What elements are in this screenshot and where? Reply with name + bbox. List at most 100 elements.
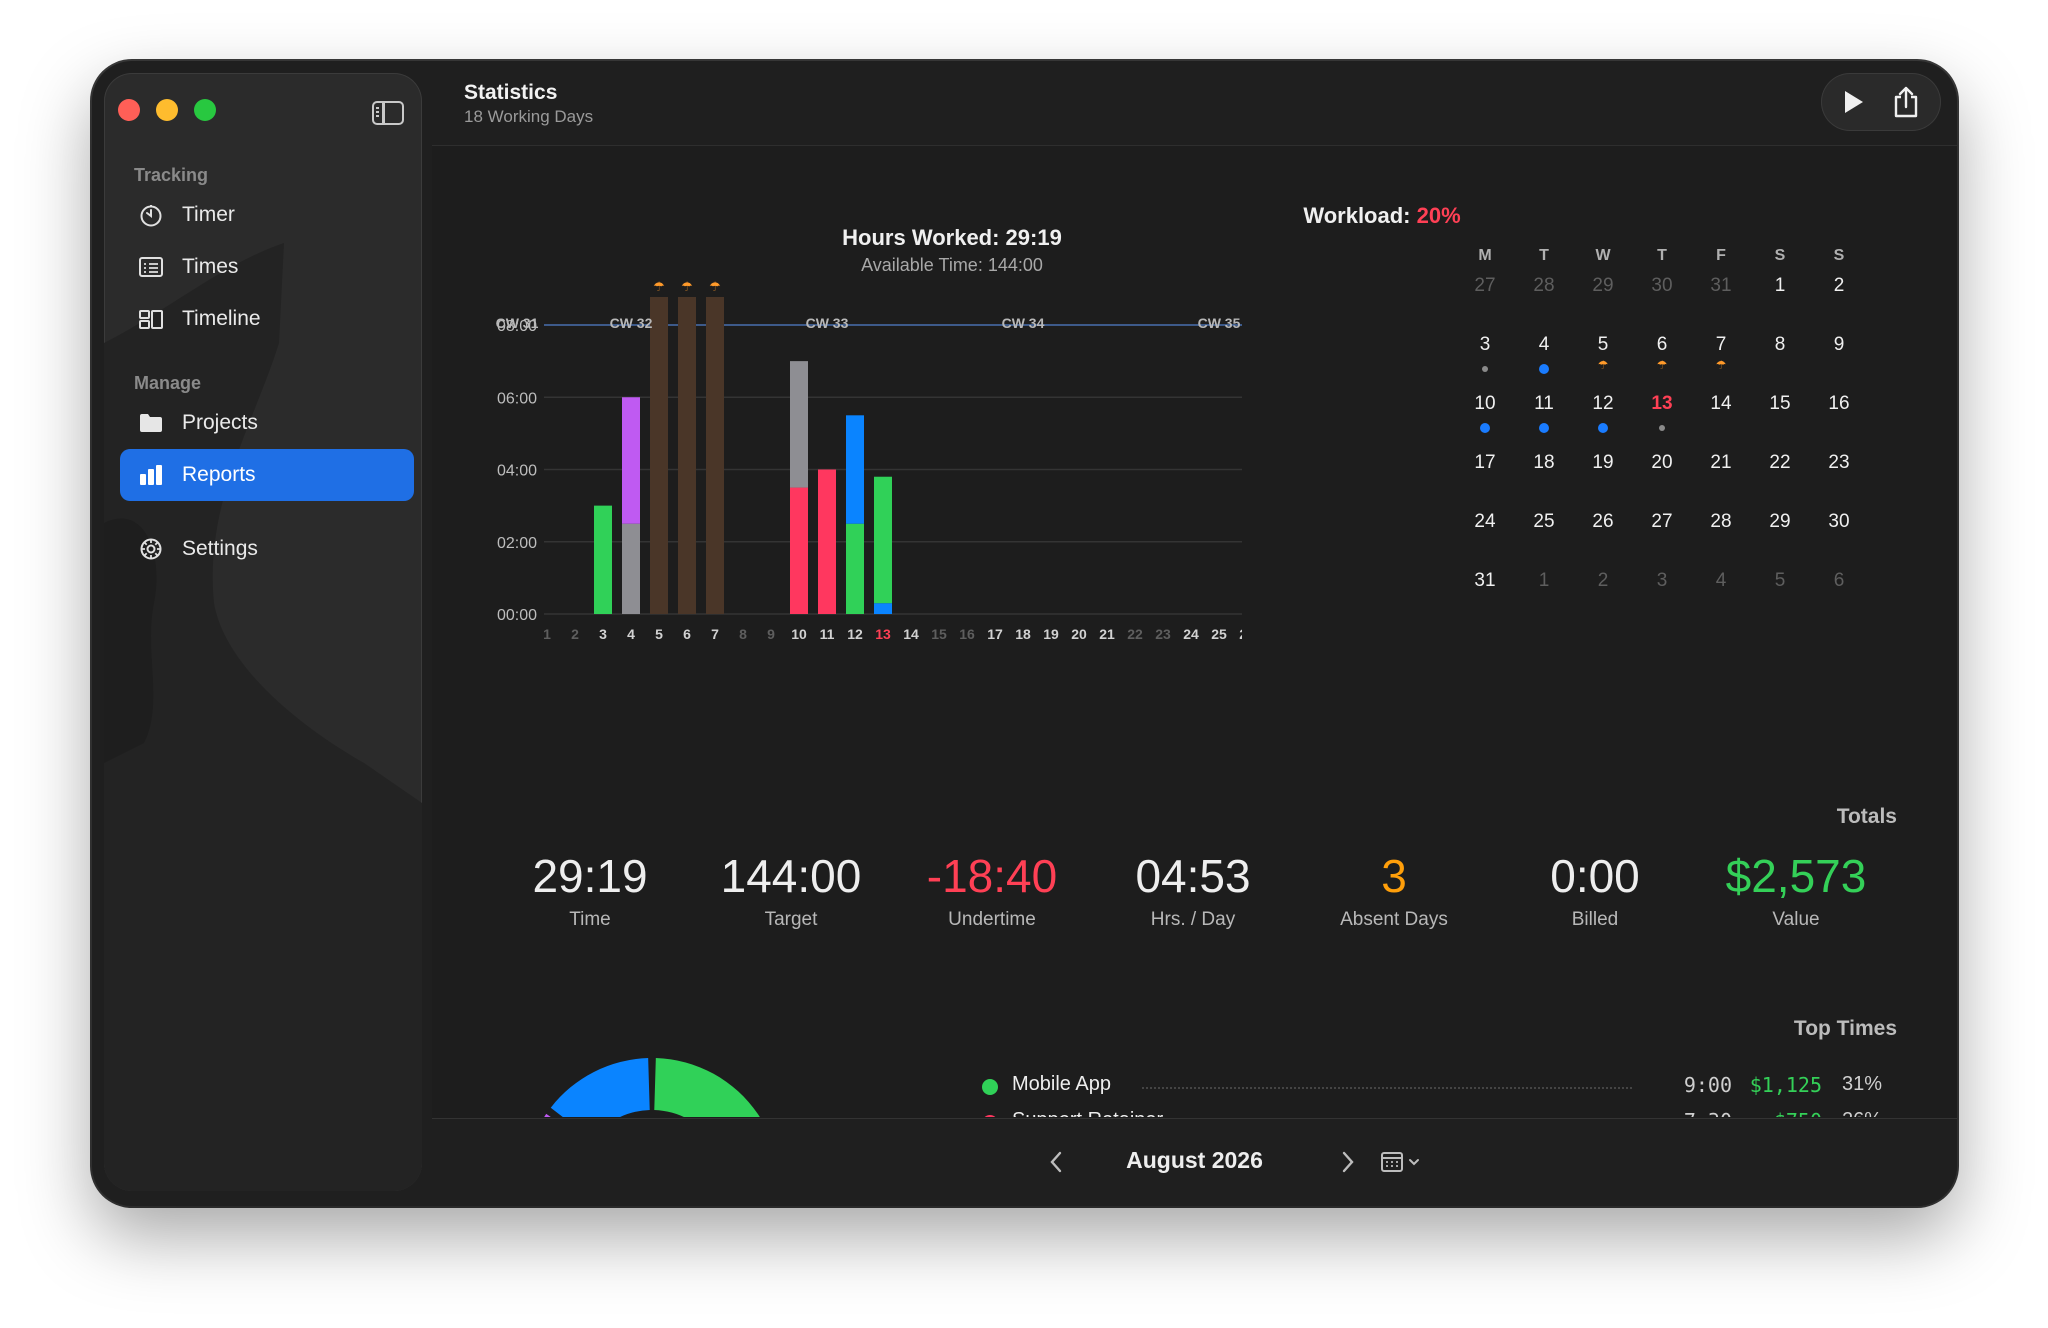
activity-dot [1480, 423, 1490, 433]
bar-segment[interactable] [874, 476, 892, 604]
project-percent: 26% [1842, 1109, 1882, 1117]
sidebar-item-settings[interactable]: Settings [120, 523, 414, 575]
calendar-day[interactable]: 16 [1828, 393, 1850, 414]
bar-segment[interactable] [874, 603, 892, 614]
share-icon[interactable] [1891, 85, 1921, 119]
calendar-day[interactable]: 19 [1592, 452, 1614, 473]
calendar-day[interactable]: 6 [1833, 570, 1845, 591]
absent-day-bar[interactable] [650, 297, 668, 614]
weekday-header: T [1539, 247, 1549, 264]
donut-slice[interactable] [524, 1113, 589, 1117]
calendar-day[interactable]: 12 [1578, 393, 1628, 433]
calendar-day[interactable]: 2 [1597, 570, 1609, 591]
bar-segment[interactable] [790, 487, 808, 614]
calendar-day[interactable]: 3 [1656, 570, 1668, 591]
top-times-donut-chart [524, 1058, 780, 1117]
top-times-row[interactable]: Support Retainer 7:30 $750 26% [982, 1109, 1882, 1117]
close-window-button[interactable] [118, 99, 140, 121]
absent-day-bar[interactable] [678, 297, 696, 614]
minimize-window-button[interactable] [156, 99, 178, 121]
bar-segment[interactable] [622, 523, 640, 614]
calendar-day[interactable]: 25 [1533, 511, 1555, 532]
calendar-day[interactable]: 13 [1637, 393, 1687, 431]
sidebar-toggle-icon[interactable] [372, 101, 404, 125]
bar-segment[interactable] [818, 469, 836, 615]
calendar-day[interactable]: 27 [1474, 275, 1496, 296]
sidebar-item-reports[interactable]: Reports [120, 449, 414, 501]
sidebar-item-timeline[interactable]: Timeline [120, 293, 414, 345]
sidebar-item-timer[interactable]: Timer [120, 189, 414, 241]
calendar-day[interactable]: 31 [1710, 275, 1732, 296]
workload-title: Workload: 20% [1242, 203, 1522, 229]
donut-slice[interactable] [550, 1058, 650, 1117]
x-tick-label: 6 [683, 626, 691, 642]
calendar-day[interactable]: 14 [1710, 393, 1732, 414]
calendar-day[interactable]: 31 [1474, 570, 1496, 591]
calendar-day[interactable]: 5 ☂ [1597, 334, 1609, 372]
bar-segment[interactable] [790, 361, 808, 488]
calendar-day[interactable]: 21 [1710, 452, 1732, 473]
workload-label: Workload: [1303, 203, 1417, 228]
calendar-day[interactable]: 6 ☂ [1656, 334, 1668, 372]
calendar-day[interactable]: 24 [1474, 511, 1496, 532]
month-navigation-bar: August 2026 [432, 1118, 1957, 1206]
top-times-row[interactable]: Mobile App 9:00 $1,125 31% [982, 1073, 1882, 1103]
calendar-day[interactable]: 20 [1651, 452, 1673, 473]
calendar-day[interactable]: 30 [1651, 275, 1673, 296]
zoom-window-button[interactable] [194, 99, 216, 121]
chevron-left-icon[interactable] [1046, 1149, 1066, 1175]
bar-segment[interactable] [622, 397, 640, 524]
calendar-day[interactable]: 2 [1833, 275, 1845, 296]
x-tick-label: 23 [1155, 626, 1171, 642]
bar-segment[interactable] [846, 523, 864, 614]
calendar-day[interactable]: 1 [1774, 275, 1786, 296]
calendar-day[interactable]: 26 [1592, 511, 1614, 532]
sidebar-item-label: Reports [182, 463, 256, 486]
umbrella-icon: ☂ [681, 279, 693, 294]
x-tick-label: 15 [931, 626, 947, 642]
bar-segment[interactable] [594, 505, 612, 614]
activity-dot [1598, 423, 1608, 433]
calendar-day[interactable]: 23 [1828, 452, 1850, 473]
absent-day-bar[interactable] [706, 297, 724, 614]
x-tick-label: 13 [875, 626, 891, 642]
calendar-day[interactable]: 3 [1460, 334, 1510, 372]
total-stat: 0:00 Billed [1495, 849, 1695, 931]
donut-slice[interactable] [654, 1058, 780, 1117]
calendar-day[interactable]: 5 [1774, 570, 1786, 591]
sidebar-item-projects[interactable]: Projects [120, 397, 414, 449]
calendar-picker-icon[interactable] [1380, 1149, 1428, 1175]
section-label-tracking: Tracking [134, 165, 209, 185]
calendar-day[interactable]: 11 [1519, 393, 1569, 433]
x-tick-label: 20 [1071, 626, 1087, 642]
calendar-day[interactable]: 9 [1833, 334, 1845, 355]
calendar-day[interactable]: 29 [1592, 275, 1614, 296]
calendar-day[interactable]: 29 [1769, 511, 1791, 532]
calendar-day[interactable]: 1 [1538, 570, 1550, 591]
calendar-day[interactable]: 22 [1769, 452, 1791, 473]
calendar-day[interactable]: 28 [1710, 511, 1732, 532]
week-label: CW 31 [496, 315, 539, 331]
calendar-day[interactable]: 28 [1533, 275, 1555, 296]
calendar-day[interactable]: 30 [1828, 511, 1850, 532]
calendar-day[interactable]: 4 [1715, 570, 1727, 591]
sidebar-item-times[interactable]: Times [120, 241, 414, 293]
calendar-day[interactable]: 7 ☂ [1715, 334, 1727, 372]
calendar-day[interactable]: 15 [1769, 393, 1791, 414]
umbrella-icon: ☂ [653, 279, 665, 294]
chevron-right-icon[interactable] [1338, 1149, 1358, 1175]
calendar-day[interactable]: 4 [1519, 334, 1569, 374]
weekday-header: S [1774, 247, 1786, 264]
calendar-day[interactable]: 18 [1533, 452, 1555, 473]
calendar-day[interactable]: 17 [1474, 452, 1496, 473]
stat-value: $2,573 [1725, 850, 1867, 902]
activity-dot [1659, 425, 1665, 431]
x-tick-label: 8 [739, 626, 747, 642]
play-icon[interactable] [1837, 88, 1867, 116]
calendar-day[interactable]: 8 [1774, 334, 1786, 355]
weekday-header: F [1716, 247, 1726, 264]
bar-segment[interactable] [846, 415, 864, 524]
calendar-day[interactable]: 10 [1460, 393, 1510, 433]
x-tick-label: 21 [1099, 626, 1115, 642]
calendar-day[interactable]: 27 [1651, 511, 1673, 532]
